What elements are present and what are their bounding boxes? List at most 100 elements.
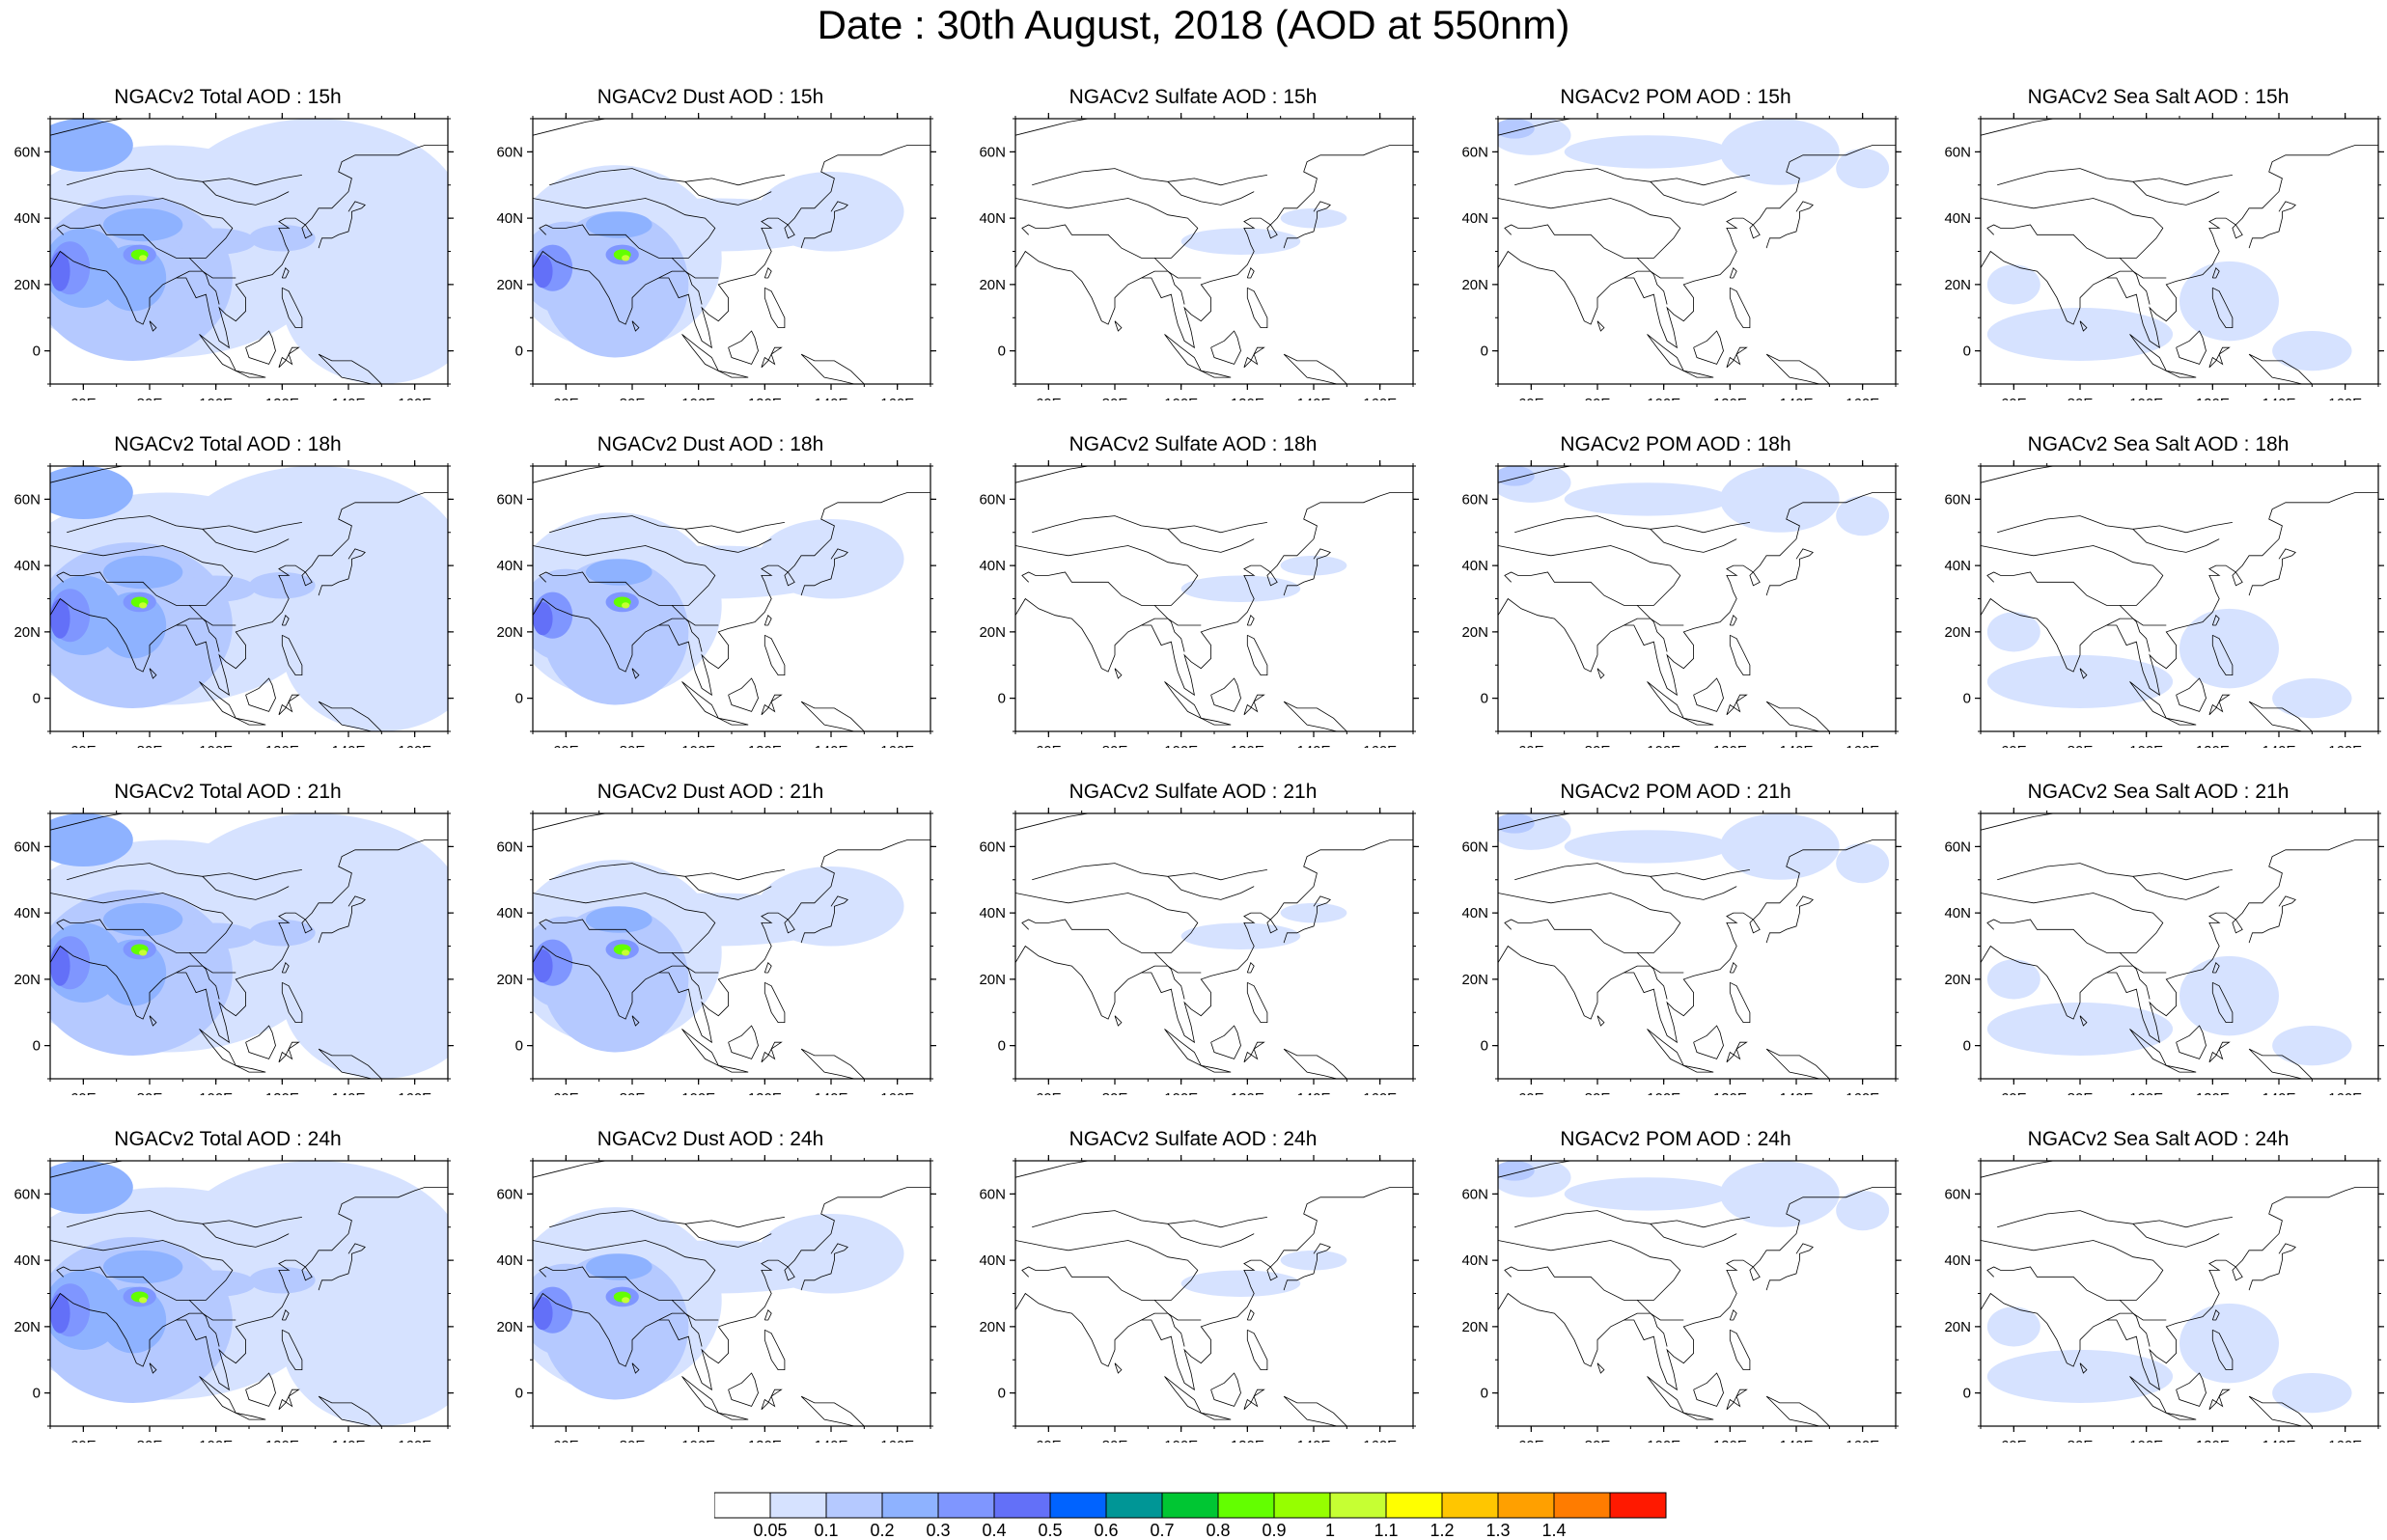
colorbar-label: 1.2 [1429,1521,1454,1538]
aod-contour-region [282,913,448,1079]
map-plot: 60E 80E 100E 120E 140E 160E 60N 40N 20N 0 [979,1155,1419,1443]
lon-tick-label: 120E [748,1090,782,1095]
lat-tick-label: 0 [1481,344,1488,360]
lat-tick-label: 40N [979,1252,1006,1269]
aod-contour-region [2179,608,2279,689]
aod-contour-region [249,225,316,252]
lat-tick-label: 20N [1944,277,1971,293]
colorbar-swatch [1217,1492,1275,1519]
coastline [1015,1161,1413,1426]
lon-tick-label: 80E [1102,1090,1128,1095]
coastline [50,813,448,1079]
lon-tick-label: 80E [620,1090,646,1095]
lon-tick-label: 100E [2129,743,2163,748]
map-panel-sulfate-15h: NGACv2 Sulfate AOD : 15h 60E 80E 100E 120E 14… [965,86,1421,400]
lat-tick-label: 60N [14,144,41,160]
aod-contour-region [50,466,133,519]
lon-tick-label: 100E [1647,396,1680,400]
colorbar-swatch [769,1492,827,1519]
map-plot: 60E 80E 100E 120E 140E 160E 60N 40N 20N 0 [496,808,936,1095]
lon-tick-label: 160E [2328,396,2362,400]
lat-tick-label: 40N [1944,558,1971,574]
aod-field [50,813,448,1079]
map-plot: 60E 80E 100E 120E 140E 160E 60N 40N 20N 0 [1461,808,1901,1095]
panel-title: NGACv2 Total AOD : 21h [114,781,342,803]
lon-tick-label: 140E [1779,396,1813,400]
aod-contour-region [50,251,70,291]
aod-contour-region [1280,555,1347,576]
lon-tick-label: 140E [1296,1438,1330,1443]
map-panel-dust-15h: NGACv2 Dust AOD : 15h 60E 80E 100E 120E 140E 1… [483,86,938,400]
aod-contour-region [585,1253,652,1280]
lon-tick-label: 160E [1846,1438,1879,1443]
lon-tick-label: 60E [70,743,97,748]
lat-tick-label: 0 [998,344,1006,360]
aod-contour-region [622,255,630,261]
lon-tick-label: 100E [2129,1438,2163,1443]
aod-contour-region [533,601,553,636]
lat-tick-label: 60N [1461,491,1488,508]
lon-tick-label: 160E [1363,1090,1397,1095]
lat-tick-label: 40N [496,210,523,227]
map-plot: 60E 80E 100E 120E 140E 160E 60N 40N 20N 0 [14,460,454,748]
map-plot: 60E 80E 100E 120E 140E 160E 60N 40N 20N 0 [496,460,936,748]
map-panel-pom-15h: NGACv2 POM AOD : 15h 60E 80E 100E 120E 140E 16… [1448,86,1903,400]
aod-contour-region [102,902,183,937]
lon-tick-label: 160E [2328,743,2362,748]
lat-tick-label: 20N [496,277,523,293]
lat-tick-label: 20N [979,972,1006,988]
aod-contour-region [1564,830,1731,864]
lon-tick-label: 120E [1713,743,1747,748]
lat-tick-label: 40N [1461,905,1488,921]
lon-tick-label: 160E [2328,1438,2362,1443]
map-panel-sulfate-18h: NGACv2 Sulfate AOD : 18h 60E 80E 100E 120E 14… [965,433,1421,748]
map-panel-total-18h: NGACv2 Total AOD : 18h 60E 80E 100E 120E 140E… [0,433,456,748]
lon-tick-label: 120E [1713,396,1747,400]
lon-tick-label: 140E [814,1090,847,1095]
aod-field [1986,1303,2352,1414]
aod-field [533,860,904,1053]
aod-contour-region [1180,922,1301,949]
lat-tick-label: 0 [515,691,523,707]
aod-contour-region [1836,1190,1890,1231]
aod-contour-region [2179,1303,2279,1384]
aod-contour-region [1836,495,1890,536]
map-plot: 60E 80E 100E 120E 140E 160E 60N 40N 20N 0 [14,808,454,1095]
lon-tick-label: 140E [1296,396,1330,400]
map-plot: 60E 80E 100E 120E 140E 160E 60N 40N 20N 0 [14,113,454,400]
aod-field [1180,902,1347,949]
lon-tick-label: 80E [137,1090,163,1095]
aod-contour-region [176,228,256,255]
lon-tick-label: 160E [2328,1090,2362,1095]
lon-tick-label: 140E [1779,743,1813,748]
lon-tick-label: 160E [398,396,431,400]
lon-tick-label: 160E [1363,1438,1397,1443]
colorbar-label: 0.2 [870,1521,894,1538]
lon-tick-label: 100E [1647,743,1680,748]
lon-tick-label: 120E [1713,1438,1747,1443]
lat-tick-label: 40N [1944,905,1971,921]
panel-title: NGACv2 POM AOD : 21h [1560,781,1791,803]
aod-contour-region [282,565,448,731]
coastline [533,1161,930,1426]
aod-field [1180,207,1347,255]
aod-contour-region [622,602,630,609]
map-panel-seasalt-18h: NGACv2 Sea Salt AOD : 18h 60E 80E 100E 120E 1… [1930,433,2386,748]
lat-tick-label: 40N [1461,210,1488,227]
aod-field [50,1161,448,1426]
lat-tick-label: 40N [14,1252,41,1269]
lon-tick-label: 100E [2129,1090,2163,1095]
aod-contour-region [1498,466,1535,486]
panel-title: NGACv2 Dust AOD : 18h [597,433,824,455]
figure-title: Date : 30th August, 2018 (AOD at 550nm) [817,2,1570,47]
lon-tick-label: 160E [880,1090,914,1095]
map-plot: 60E 80E 100E 120E 140E 160E 60N 40N 20N 0 [1461,460,1901,748]
lon-tick-label: 60E [1518,1090,1544,1095]
map-panel-pom-18h: NGACv2 POM AOD : 18h 60E 80E 100E 120E 140E 16… [1448,433,1903,748]
aod-contour-region [1498,119,1535,139]
map-plot: 60E 80E 100E 120E 140E 160E 60N 40N 20N 0 [496,1155,936,1443]
lat-tick-label: 20N [979,1319,1006,1335]
panel-title: NGACv2 Sea Salt AOD : 15h [2027,86,2290,108]
colorbar-swatch [1385,1492,1443,1519]
panel-title: NGACv2 POM AOD : 15h [1560,86,1791,108]
